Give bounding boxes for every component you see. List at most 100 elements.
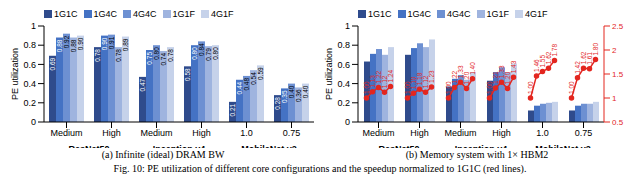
svg-text:0.59: 0.59 <box>257 67 264 80</box>
svg-text:1.24: 1.24 <box>387 69 394 82</box>
svg-text:0.80: 0.80 <box>191 47 198 60</box>
svg-text:1.21: 1.21 <box>492 71 499 84</box>
svg-text:0.2: 0.2 <box>337 98 350 108</box>
svg-text:1: 1 <box>612 94 617 103</box>
svg-text:High: High <box>410 128 429 138</box>
svg-text:1.78: 1.78 <box>551 44 558 57</box>
svg-text:0.92: 0.92 <box>63 35 70 48</box>
svg-text:0.88: 0.88 <box>70 39 77 52</box>
svg-text:0.36: 0.36 <box>295 89 302 102</box>
svg-text:0.4: 0.4 <box>337 79 350 89</box>
svg-text:0.40: 0.40 <box>302 85 309 98</box>
svg-text:0.90: 0.90 <box>101 37 108 50</box>
svg-text:0.21: 0.21 <box>229 103 236 116</box>
svg-text:1.62: 1.62 <box>545 51 552 64</box>
svg-text:Medium: Medium <box>50 128 82 138</box>
svg-text:1.00: 1.00 <box>527 81 534 94</box>
svg-text:0.80: 0.80 <box>153 47 160 60</box>
svg-text:1.61: 1.61 <box>586 52 593 65</box>
svg-text:1.23: 1.23 <box>428 70 435 83</box>
svg-text:1.20: 1.20 <box>504 71 511 84</box>
svg-text:1.20: 1.20 <box>463 71 470 84</box>
svg-text:ResNet50: ResNet50 <box>378 144 419 148</box>
svg-text:MobileNet v2: MobileNet v2 <box>241 144 297 148</box>
svg-text:0.35: 0.35 <box>281 90 288 103</box>
svg-text:2.5: 2.5 <box>612 22 624 31</box>
svg-text:2: 2 <box>612 46 617 55</box>
svg-text:1.33: 1.33 <box>457 65 464 78</box>
svg-text:0.84: 0.84 <box>198 43 205 56</box>
svg-text:1.10: 1.10 <box>410 76 417 89</box>
svg-text:1.80: 1.80 <box>592 43 599 56</box>
svg-text:0.48: 0.48 <box>243 78 250 91</box>
svg-text:0.47: 0.47 <box>139 79 146 92</box>
svg-text:1.22: 1.22 <box>375 70 382 83</box>
svg-text:0.6: 0.6 <box>337 60 350 70</box>
svg-text:1.33: 1.33 <box>498 65 505 78</box>
svg-text:0.80: 0.80 <box>212 47 219 60</box>
svg-text:PE utilization: PE utilization <box>324 48 334 100</box>
svg-text:1.00: 1.00 <box>404 81 411 94</box>
svg-text:1.0: 1.0 <box>240 128 253 138</box>
svg-text:0: 0 <box>345 117 350 127</box>
svg-text:1.00: 1.00 <box>445 81 452 94</box>
svg-text:High: High <box>102 128 121 138</box>
svg-text:1.62: 1.62 <box>580 51 587 64</box>
svg-text:High: High <box>492 128 511 138</box>
svg-text:0.2: 0.2 <box>23 98 36 108</box>
svg-text:1.00: 1.00 <box>568 81 575 94</box>
svg-text:0.78: 0.78 <box>167 49 174 62</box>
svg-text:Medium: Medium <box>362 128 394 138</box>
svg-text:Inception v4: Inception v4 <box>455 144 508 148</box>
svg-text:0.44: 0.44 <box>236 81 243 94</box>
svg-text:0.8: 0.8 <box>337 40 350 50</box>
svg-text:1: 1 <box>31 21 36 31</box>
svg-text:Medium: Medium <box>140 128 172 138</box>
svg-text:0.79: 0.79 <box>205 48 212 61</box>
svg-text:Medium: Medium <box>444 128 476 138</box>
svg-text:1.12: 1.12 <box>381 75 388 88</box>
svg-text:0.91: 0.91 <box>108 36 115 49</box>
svg-text:High: High <box>192 128 211 138</box>
svg-text:1.00: 1.00 <box>363 81 370 94</box>
svg-text:0.78: 0.78 <box>94 49 101 62</box>
html-text:(b) Memory system with 1× HBM2: (b) Memory system with 1× HBM2 <box>405 149 549 160</box>
svg-text:1.43: 1.43 <box>510 60 517 73</box>
svg-text:0.54: 0.54 <box>250 72 257 85</box>
svg-text:1.00: 1.00 <box>486 81 493 94</box>
svg-text:1.22: 1.22 <box>451 70 458 83</box>
svg-text:1.40: 1.40 <box>469 62 476 75</box>
svg-text:MobileNet v2: MobileNet v2 <box>535 144 591 148</box>
svg-text:1: 1 <box>345 21 350 31</box>
svg-text:1.5: 1.5 <box>612 70 624 79</box>
html-text:Fig. 10: PE utilization of dif: Fig. 10: PE utilization of different cor… <box>113 163 527 174</box>
svg-text:0.90: 0.90 <box>77 37 84 50</box>
svg-text:0.5: 0.5 <box>612 118 624 127</box>
svg-text:1.18: 1.18 <box>416 72 423 85</box>
svg-text:1.13: 1.13 <box>369 75 376 88</box>
svg-text:0.89: 0.89 <box>122 38 129 51</box>
svg-text:1.46: 1.46 <box>533 59 540 72</box>
svg-text:0.75: 0.75 <box>146 52 153 65</box>
html-text:(a) Infinite (ideal) DRAM BW: (a) Infinite (ideal) DRAM BW <box>101 149 225 160</box>
svg-text:1.42: 1.42 <box>574 61 581 74</box>
svg-text:PE utilization: PE utilization <box>10 48 20 100</box>
svg-text:0.8: 0.8 <box>23 40 36 50</box>
svg-text:Inception v4: Inception v4 <box>153 144 206 148</box>
svg-text:0.40: 0.40 <box>288 85 295 98</box>
svg-text:0.58: 0.58 <box>184 68 191 81</box>
svg-text:0.69: 0.69 <box>49 57 56 70</box>
svg-text:0.28: 0.28 <box>274 97 281 110</box>
svg-text:0.4: 0.4 <box>23 79 36 89</box>
svg-text:1.0: 1.0 <box>536 128 549 138</box>
svg-text:0.75: 0.75 <box>575 128 593 138</box>
svg-text:1.12: 1.12 <box>422 75 429 88</box>
svg-text:0.75: 0.75 <box>283 128 301 138</box>
svg-text:0: 0 <box>31 117 36 127</box>
svg-text:0.88: 0.88 <box>56 39 63 52</box>
svg-text:0.6: 0.6 <box>23 60 36 70</box>
svg-text:1.55: 1.55 <box>539 55 546 68</box>
svg-text:0.74: 0.74 <box>160 53 167 66</box>
svg-text:0.78: 0.78 <box>115 49 122 62</box>
svg-text:ResNet50: ResNet50 <box>68 144 109 148</box>
